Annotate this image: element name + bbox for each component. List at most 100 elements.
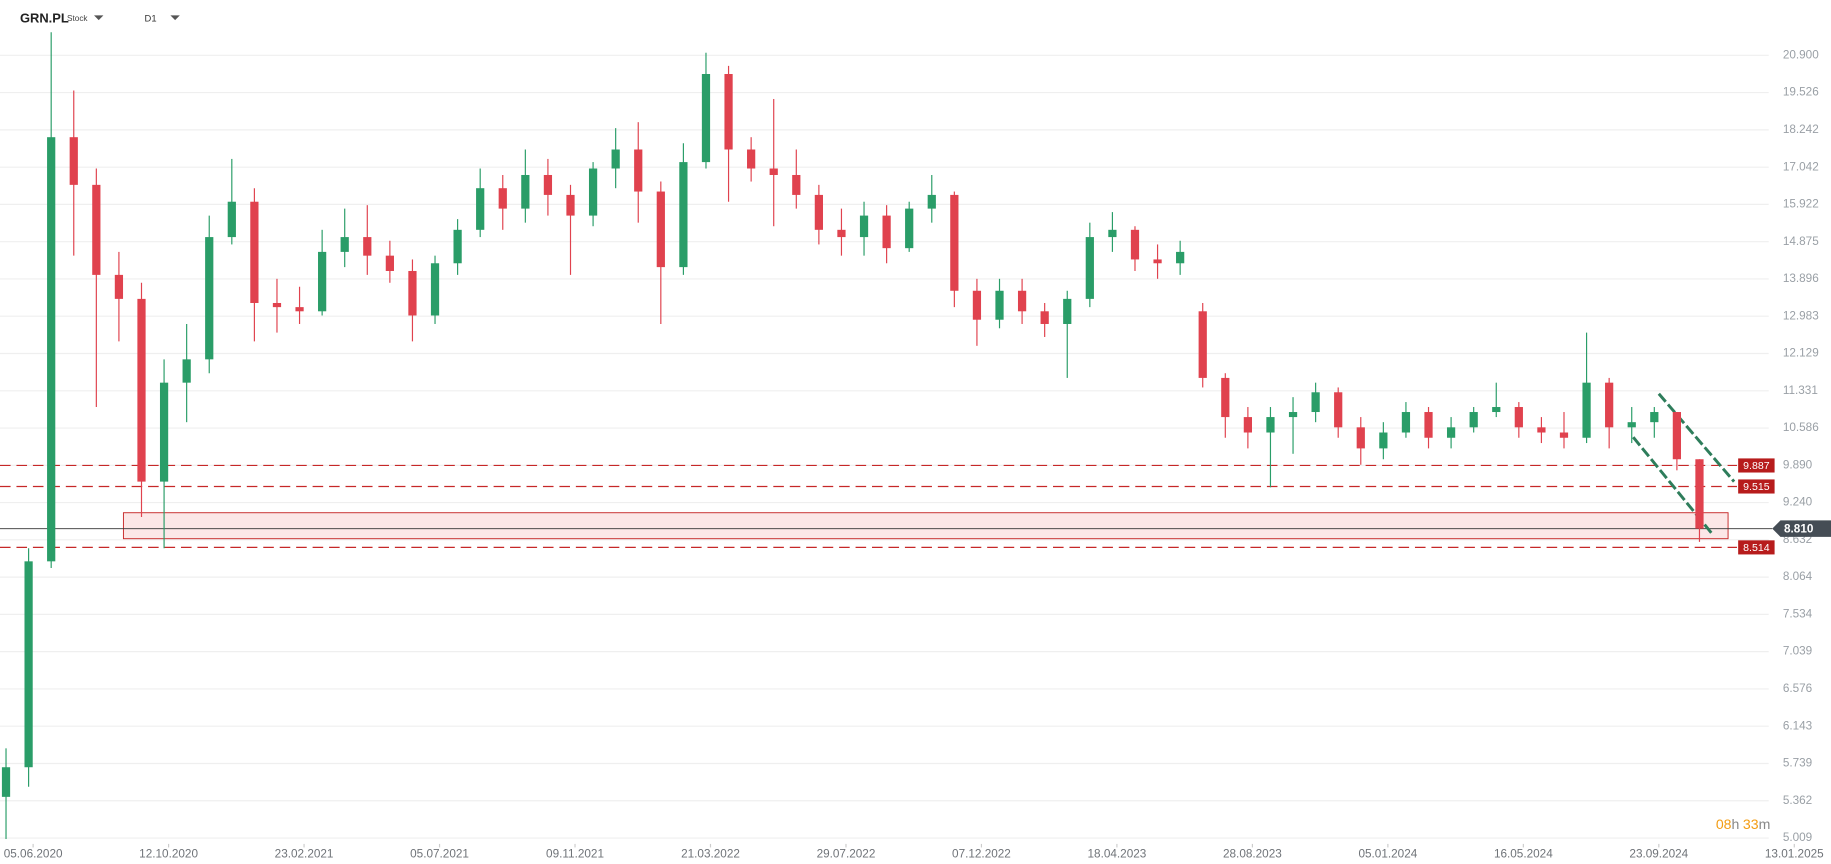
y-tick-label: 6.576 xyxy=(1783,682,1813,695)
overlays xyxy=(0,392,1773,548)
candle-body xyxy=(837,229,846,238)
x-tick-label: 05.01.2024 xyxy=(1358,848,1417,861)
y-tick-label: 7.039 xyxy=(1783,645,1812,658)
candle-body xyxy=(114,274,124,299)
candle-body xyxy=(159,382,169,482)
x-tick-label: 12.10.2020 xyxy=(139,848,198,861)
candle-body xyxy=(927,194,936,209)
candle-body xyxy=(1153,259,1162,264)
candle-body xyxy=(1017,290,1027,312)
candle-body xyxy=(634,149,643,192)
y-tick-label: 15.922 xyxy=(1783,198,1819,211)
candle-body xyxy=(92,184,101,275)
candle-body xyxy=(747,149,756,169)
y-tick-label: 12.129 xyxy=(1783,347,1819,360)
candle-body xyxy=(1424,412,1433,438)
candle-body xyxy=(679,162,688,268)
interval-dropdown[interactable] xyxy=(170,15,180,21)
x-tick-label: 21.03.2022 xyxy=(681,848,740,861)
level-tag xyxy=(1738,540,1775,555)
candle-body xyxy=(1221,377,1230,418)
candle-body xyxy=(1040,311,1049,324)
candle-body xyxy=(272,302,282,308)
candle-body xyxy=(1063,298,1072,324)
candle-body xyxy=(882,215,891,249)
level-label: 9.515 xyxy=(1743,481,1770,493)
countdown-hours: 08 xyxy=(1716,816,1732,832)
candle-body xyxy=(1650,412,1659,423)
candle-body xyxy=(182,359,191,383)
candle-body xyxy=(408,270,417,316)
candle-body xyxy=(69,137,78,185)
x-tick-label: 23.09.2024 xyxy=(1629,848,1688,861)
candle-body xyxy=(137,298,146,482)
candle-body xyxy=(47,137,56,562)
candle-body xyxy=(1514,407,1523,428)
countdown-minutes-unit: m xyxy=(1759,816,1771,832)
x-tick-label: 23.02.2021 xyxy=(275,848,334,861)
x-tick-label: 29.07.2022 xyxy=(817,848,876,861)
candle-body xyxy=(205,237,214,360)
candle-body xyxy=(1695,459,1704,529)
y-tick-label: 17.042 xyxy=(1783,160,1819,173)
candle-body xyxy=(1627,422,1636,428)
candle-body xyxy=(521,174,530,209)
y-tick-label: 9.890 xyxy=(1783,458,1813,471)
candle-body xyxy=(701,74,711,163)
candle-body xyxy=(1243,417,1252,433)
y-tick-label: 11.331 xyxy=(1783,384,1818,397)
interval[interactable]: D1 xyxy=(145,12,157,23)
candle-body xyxy=(950,194,959,291)
y-tick-label: 13.896 xyxy=(1783,272,1819,285)
y-tick-label: 12.983 xyxy=(1783,309,1819,322)
candle-body xyxy=(566,194,575,216)
level-label: 8.514 xyxy=(1743,542,1770,554)
candle-body xyxy=(588,168,598,216)
x-tick-label: 16.05.2024 xyxy=(1494,848,1553,861)
y-tick-label: 5.362 xyxy=(1783,794,1812,807)
x-tick-label: 18.04.2023 xyxy=(1088,848,1147,861)
candle-body xyxy=(814,194,823,230)
candle-body xyxy=(611,149,620,169)
candle-body xyxy=(1198,311,1207,378)
candle-body xyxy=(385,255,394,271)
y-tick-label: 6.143 xyxy=(1783,719,1813,732)
countdown: 08h 33m xyxy=(1716,816,1770,832)
candle-body xyxy=(1266,417,1275,433)
candle-body xyxy=(1379,432,1388,449)
candle-body xyxy=(1582,382,1591,438)
support-zone xyxy=(122,512,1729,540)
trend-line xyxy=(1657,392,1736,483)
candle-body xyxy=(724,74,733,150)
candle-body xyxy=(1559,432,1569,438)
level-label: 9.887 xyxy=(1743,460,1770,472)
y-tick-label: 5.009 xyxy=(1783,831,1812,844)
candle-body xyxy=(543,174,553,195)
symbol-dropdown[interactable] xyxy=(94,15,104,21)
x-tick-label: 13.01.2025 xyxy=(1765,848,1824,861)
candle-body xyxy=(1,767,11,797)
candle-body xyxy=(1469,412,1478,428)
candle-body xyxy=(859,215,869,238)
y-tick-label: 14.875 xyxy=(1783,235,1819,248)
candle-body xyxy=(1311,392,1320,413)
candle-body xyxy=(1356,427,1365,449)
y-tick-label: 7.534 xyxy=(1783,607,1813,620)
level-tag xyxy=(1738,458,1775,473)
candle-body xyxy=(227,201,236,238)
y-tick-label: 9.240 xyxy=(1783,496,1813,509)
candle-body xyxy=(250,201,259,303)
header: GRN.PL Stock D1 xyxy=(20,10,180,25)
countdown-hours-unit: h xyxy=(1732,816,1740,832)
candle-body xyxy=(363,237,372,256)
symbol[interactable]: GRN.PL xyxy=(20,10,69,25)
y-tick-label: 5.739 xyxy=(1783,757,1812,770)
candle-body xyxy=(318,251,327,312)
axes: 20.900 19.526 18.242 17.042 15.922 14.875 13.8… xyxy=(4,48,1831,861)
y-tick-label: 18.242 xyxy=(1783,123,1819,136)
candle-body xyxy=(656,191,665,268)
candle-body xyxy=(1334,392,1343,428)
candle-body xyxy=(1085,237,1094,299)
candle-body xyxy=(1288,412,1298,418)
